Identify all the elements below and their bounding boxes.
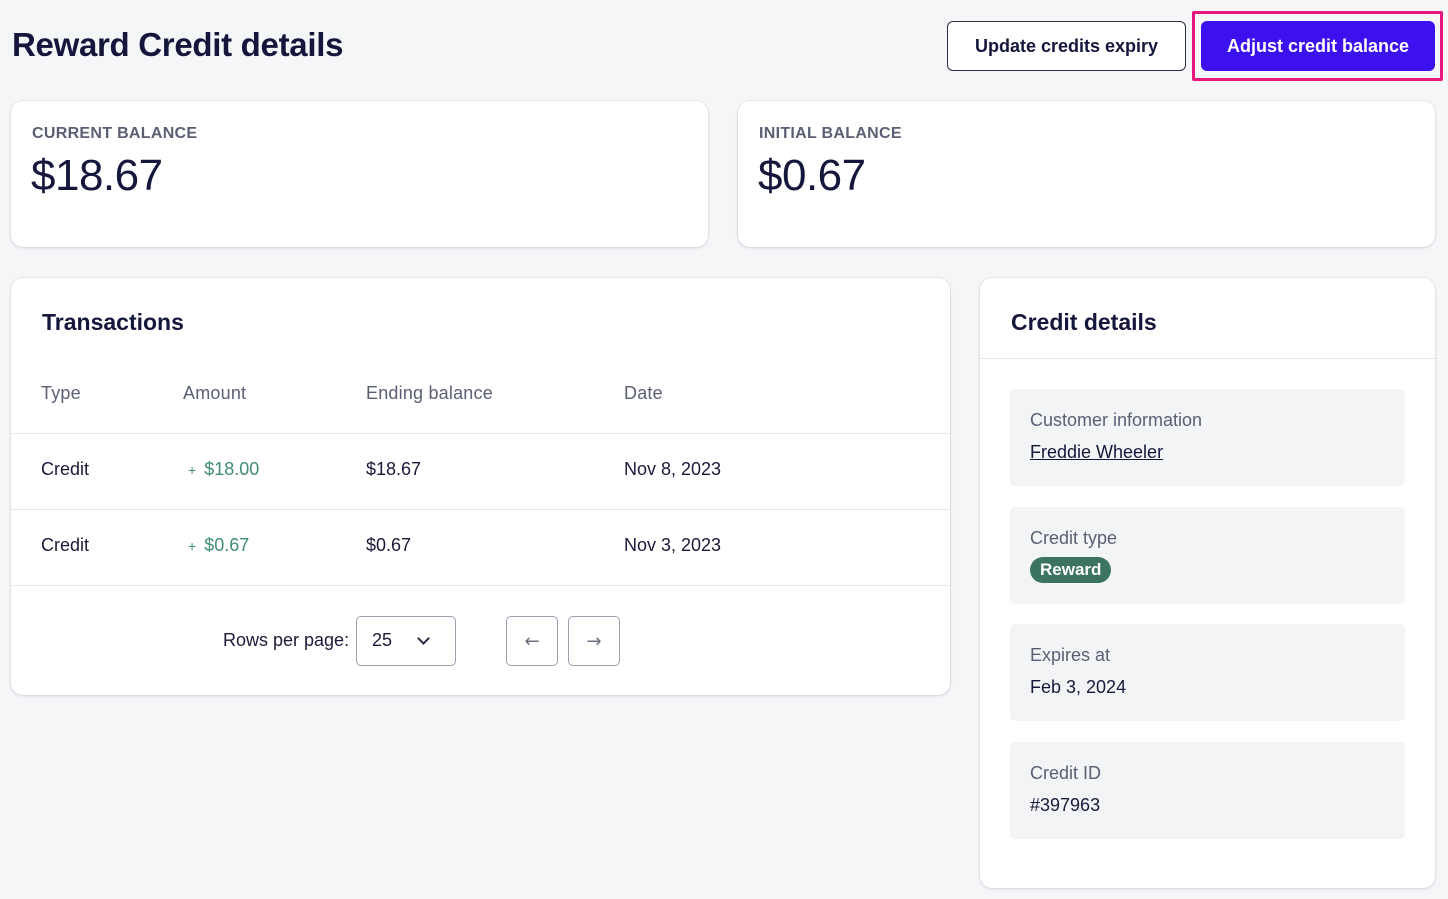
table-divider xyxy=(11,509,950,510)
row-amount: + $18.00 xyxy=(188,459,260,479)
arrow-left-icon: ← xyxy=(524,630,540,652)
row-date: Nov 8, 2023 xyxy=(624,459,722,479)
table-divider xyxy=(11,585,950,586)
current-balance-label: CURRENT BALANCE xyxy=(32,125,198,142)
row-amount: + $0.67 xyxy=(188,535,250,555)
current-balance-value: $18.67 xyxy=(31,151,163,200)
expires-at-box: Expires at Feb 3, 2024 xyxy=(1010,624,1405,721)
column-header-type: Type xyxy=(41,383,81,403)
chevron-down-icon xyxy=(417,632,430,645)
highlight-frame xyxy=(1192,11,1443,81)
row-ending-balance: $0.67 xyxy=(366,535,412,555)
row-ending-balance: $18.67 xyxy=(366,459,422,479)
current-balance-card: CURRENT BALANCE $18.67 xyxy=(11,101,708,247)
table-divider xyxy=(11,433,950,434)
row-type: Credit xyxy=(41,535,90,555)
row-type: Credit xyxy=(41,459,90,479)
plus-icon: + xyxy=(188,462,197,478)
initial-balance-label: INITIAL BALANCE xyxy=(759,125,902,142)
next-page-button[interactable]: → xyxy=(568,616,620,666)
credit-details-card: Credit details Customer information Fred… xyxy=(980,278,1435,888)
row-date: Nov 3, 2023 xyxy=(624,535,722,555)
credit-type-box: Credit type Reward xyxy=(1010,507,1405,604)
initial-balance-value: $0.67 xyxy=(758,151,866,200)
credit-id-label: Credit ID xyxy=(1030,763,1102,783)
rows-per-page-select[interactable]: 25 xyxy=(356,616,456,666)
column-header-ending-balance: Ending balance xyxy=(366,383,493,403)
customer-information-label: Customer information xyxy=(1030,410,1203,430)
transactions-card: Transactions Type Amount Ending balance … xyxy=(11,278,950,695)
arrow-right-icon: → xyxy=(586,630,602,652)
credit-id-box: Credit ID #397963 xyxy=(1010,742,1405,839)
previous-page-button[interactable]: ← xyxy=(506,616,558,666)
customer-name-link[interactable]: Freddie Wheeler xyxy=(1030,442,1164,462)
rows-per-page-value: 25 xyxy=(372,630,393,650)
page-title: Reward Credit details xyxy=(12,26,344,63)
credit-type-badge: Reward xyxy=(1030,557,1112,583)
customer-information-box: Customer information Freddie Wheeler xyxy=(1010,389,1405,486)
expires-at-value: Feb 3, 2024 xyxy=(1030,677,1127,697)
expires-at-label: Expires at xyxy=(1030,645,1111,665)
column-header-amount: Amount xyxy=(183,383,247,403)
credit-details-title: Credit details xyxy=(1011,309,1157,335)
transactions-title: Transactions xyxy=(42,309,184,335)
plus-icon: + xyxy=(188,538,197,554)
credit-id-value: #397963 xyxy=(1030,795,1101,815)
divider xyxy=(980,358,1435,359)
update-credits-expiry-button[interactable]: Update credits expiry xyxy=(947,21,1186,71)
credit-type-label: Credit type xyxy=(1030,528,1118,548)
rows-per-page-label: Rows per page: xyxy=(223,630,350,650)
initial-balance-card: INITIAL BALANCE $0.67 xyxy=(738,101,1435,247)
adjust-credit-balance-button[interactable]: Adjust credit balance xyxy=(1201,21,1435,71)
column-header-date: Date xyxy=(624,383,663,403)
